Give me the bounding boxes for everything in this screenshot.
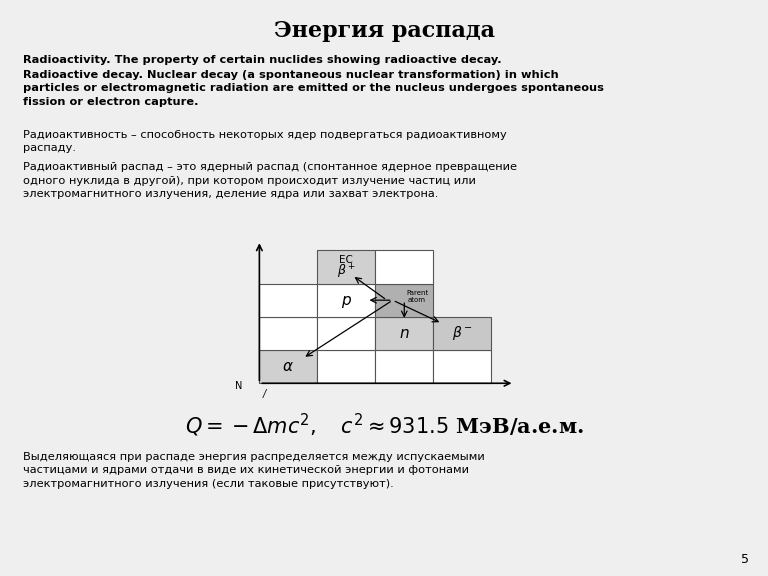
Text: EC: EC <box>339 255 353 264</box>
Text: 5: 5 <box>741 552 749 566</box>
Text: Энергия распада: Энергия распада <box>273 20 495 42</box>
Text: $\beta^+$: $\beta^+$ <box>337 263 356 281</box>
Text: p: p <box>342 293 351 308</box>
Text: /: / <box>263 389 266 399</box>
Bar <box>433 350 492 383</box>
Bar <box>260 350 317 383</box>
Bar <box>376 317 433 350</box>
Bar <box>433 317 492 350</box>
Bar <box>376 283 433 317</box>
Bar <box>317 251 376 283</box>
Text: atom: atom <box>408 297 426 302</box>
Text: Radioactivity. The property of certain nuclides showing radioactive decay.: Radioactivity. The property of certain n… <box>23 55 502 65</box>
Text: n: n <box>399 326 409 341</box>
Bar <box>317 317 376 350</box>
Bar <box>376 350 433 383</box>
Text: $\alpha$: $\alpha$ <box>283 359 294 374</box>
Bar <box>317 283 376 317</box>
Text: N: N <box>236 381 243 391</box>
Bar <box>317 350 376 383</box>
Text: Радиоактивность – способность некоторых ядер подвергаться радиоактивному
распаду: Радиоактивность – способность некоторых … <box>23 130 507 153</box>
Text: Parent: Parent <box>406 290 429 296</box>
Text: $\beta^-$: $\beta^-$ <box>452 324 473 342</box>
Text: Выделяющаяся при распаде энергия распределяется между испускаемыми
частицами и я: Выделяющаяся при распаде энергия распред… <box>23 452 485 488</box>
Bar <box>260 283 317 317</box>
Text: $\mathit{Q = -\Delta mc^2},$$\quad \mathit{c^2 \approx 931.5}$ МэВ/а.е.м.: $\mathit{Q = -\Delta mc^2},$$\quad \math… <box>184 412 584 439</box>
Bar <box>376 251 433 283</box>
Text: Radioactive decay. Nuclear decay (a spontaneous nuclear transformation) in which: Radioactive decay. Nuclear decay (a spon… <box>23 70 604 107</box>
Bar <box>260 317 317 350</box>
Text: Радиоактивный распад – это ядерный распад (спонтанное ядерное превращение
одного: Радиоактивный распад – это ядерный распа… <box>23 162 517 199</box>
